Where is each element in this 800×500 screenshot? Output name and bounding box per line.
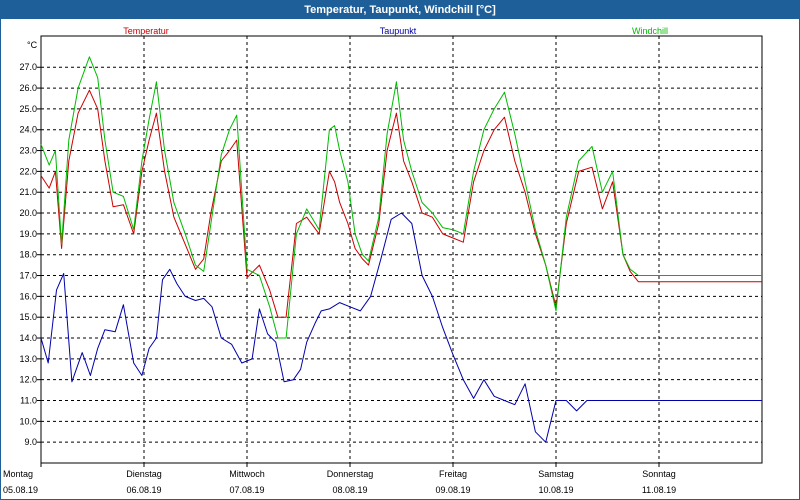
x-tick-date: 07.08.19 bbox=[229, 485, 264, 495]
series-lines bbox=[40, 56, 762, 443]
plot-area bbox=[40, 35, 763, 464]
legend-taupunkt: Taupunkt bbox=[380, 26, 417, 36]
x-tick-day: Freitag bbox=[439, 469, 467, 479]
y-tick-label: 14.0 bbox=[19, 333, 37, 343]
x-tick-date: 05.08.19 bbox=[3, 485, 38, 495]
y-tick-label: 21.0 bbox=[19, 187, 37, 197]
y-axis: °C 9.0 10.0 11.0 12.0 13.0 14.0 15.0 16.0 17.0 18… bbox=[19, 40, 41, 447]
x-tick-day: Mittwoch bbox=[229, 469, 265, 479]
x-tick-day: Montag bbox=[3, 469, 33, 479]
y-tick-label: 17.0 bbox=[19, 271, 37, 281]
series-line-temperatur bbox=[40, 89, 762, 318]
x-tick-day: Dienstag bbox=[126, 469, 162, 479]
y-tick-label: 26.0 bbox=[19, 83, 37, 93]
y-tick-label: 16.0 bbox=[19, 291, 37, 301]
x-tick-day: Samstag bbox=[538, 469, 574, 479]
y-tick-label: 13.0 bbox=[19, 354, 37, 364]
y-tick-label: 22.0 bbox=[19, 166, 37, 176]
x-axis: Montag 05.08.19 Dienstag 06.08.19 Mittwoch 07… bbox=[3, 463, 676, 495]
y-tick-label: 25.0 bbox=[19, 104, 37, 114]
x-tick-day: Donnerstag bbox=[327, 469, 374, 479]
y-tick-label: 11.0 bbox=[20, 396, 37, 406]
y-tick-label: 15.0 bbox=[19, 312, 37, 322]
legend-windchill: Windchill bbox=[632, 26, 668, 36]
y-tick-label: 19.0 bbox=[19, 229, 37, 239]
y-tick-label: 24.0 bbox=[19, 125, 37, 135]
y-unit-label: °C bbox=[27, 40, 38, 50]
series-line-windchill bbox=[40, 56, 762, 339]
x-tick-date: 08.08.19 bbox=[332, 485, 367, 495]
y-tick-label: 27.0 bbox=[19, 62, 37, 72]
legend: Temperatur Taupunkt Windchill bbox=[123, 26, 668, 36]
y-tick-label: 18.0 bbox=[19, 250, 37, 260]
x-tick-date: 11.08.19 bbox=[642, 485, 676, 495]
x-tick-date: 06.08.19 bbox=[126, 485, 161, 495]
y-tick-label: 20.0 bbox=[19, 208, 37, 218]
x-tick-day: Sonntag bbox=[642, 469, 676, 479]
y-tick-label: 12.0 bbox=[19, 375, 37, 385]
x-tick-date: 09.08.19 bbox=[435, 485, 470, 495]
y-tick-label: 10.0 bbox=[19, 416, 37, 426]
legend-temperatur: Temperatur bbox=[123, 26, 169, 36]
series-line-taupunkt bbox=[40, 212, 762, 443]
chart-title: Temperatur, Taupunkt, Windchill [°C] bbox=[1, 1, 799, 19]
y-tick-label: 9.0 bbox=[24, 437, 37, 447]
x-tick-date: 10.08.19 bbox=[538, 485, 573, 495]
y-tick-label: 23.0 bbox=[19, 146, 37, 156]
